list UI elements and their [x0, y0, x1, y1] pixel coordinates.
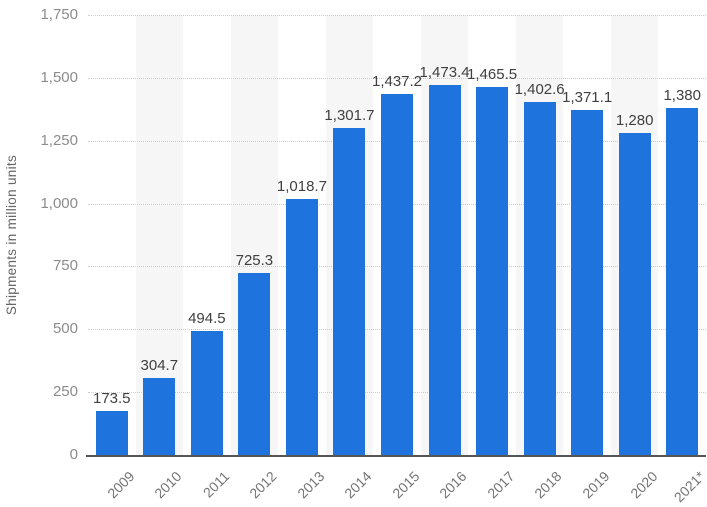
bar-value-label: 173.5: [92, 390, 131, 408]
bar[interactable]: [476, 86, 509, 455]
x-tick-label: 2010: [151, 468, 185, 502]
bar-value-label: 1,280: [615, 112, 654, 130]
x-tick-label: 2019: [579, 468, 613, 502]
bar[interactable]: [571, 110, 604, 455]
bar-value-label: 1,473.4: [419, 63, 470, 81]
x-tick-label: 2017: [484, 468, 518, 502]
bar[interactable]: [238, 272, 271, 455]
bar[interactable]: [95, 411, 128, 455]
x-tick-label: 2014: [341, 468, 375, 502]
bar[interactable]: [333, 127, 366, 455]
y-tick-label: 1,250: [40, 131, 78, 149]
x-axis-labels: 2009 2010 2011 2012 2013 2014 2015 2016 2017 2018…: [88, 462, 707, 507]
y-tick-label: 1,750: [40, 6, 78, 23]
y-tick-label: 1,000: [40, 194, 78, 212]
x-tick-label: 2018: [531, 468, 565, 502]
y-tick-label: 500: [52, 320, 78, 338]
bar[interactable]: [428, 84, 461, 455]
bar-value-label: 494.5: [188, 309, 226, 327]
bar-value-label: 1,465.5: [467, 65, 518, 83]
y-tick-label: 750: [52, 257, 78, 275]
bar[interactable]: [143, 378, 176, 455]
x-tick-label: 2009: [103, 468, 138, 502]
bar[interactable]: [381, 93, 413, 455]
bar-value-label: 1,380: [663, 87, 701, 105]
bar[interactable]: [190, 330, 223, 455]
bar[interactable]: [618, 133, 651, 455]
x-tick-label: 2013: [293, 468, 328, 502]
bar[interactable]: [666, 108, 699, 455]
bar-value-label: 1,018.7: [276, 177, 327, 195]
gridline: [88, 77, 706, 79]
bar-value-label: 1,371.1: [562, 89, 613, 107]
y-tick-label: 0: [69, 446, 78, 463]
gridline: [88, 15, 706, 16]
x-tick-label: 2020: [626, 468, 661, 502]
bar-value-label: 1,437.2: [371, 72, 423, 90]
bar-value-label: 725.3: [235, 251, 274, 269]
bar[interactable]: [523, 102, 556, 455]
x-axis-line: [86, 455, 706, 457]
bar-value-label: 1,301.7: [324, 106, 375, 124]
x-tick-label: 2015: [388, 468, 423, 502]
bar[interactable]: [285, 198, 318, 455]
y-axis-ticks: 0 250 500 750 1,000 1,250 1,500 1,750: [0, 6, 78, 463]
bar-value-label: 304.7: [140, 357, 179, 375]
y-tick-label: 250: [52, 383, 78, 401]
x-tick-label: 2012: [246, 468, 280, 502]
bar-value-label: 1,402.6: [514, 81, 565, 99]
x-tick-label: 2016: [436, 468, 470, 502]
x-tick-label: 2011: [199, 468, 233, 501]
plot-area: 173.5 304.7 494.5 725.3 1,018.7 1,301.7 1,437.…: [88, 15, 706, 455]
x-tick-label: 2021*: [670, 468, 707, 506]
y-tick-label: 1,500: [40, 68, 78, 86]
